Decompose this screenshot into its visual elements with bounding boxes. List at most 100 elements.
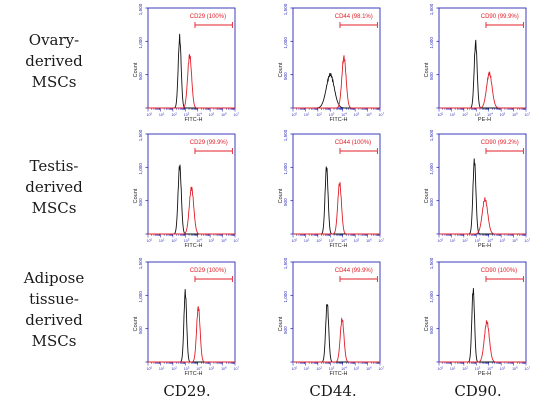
y-tick-label: 500: [429, 198, 434, 206]
x-tick-label: 104: [341, 365, 347, 371]
row-label-line: tissue-: [29, 290, 79, 308]
x-tick-label: 101: [304, 365, 310, 371]
x-tick-label: 102: [462, 237, 468, 243]
histogram-panel: 500 1,000 1,500 Count 100 101 102 103 104 105 106 1…: [424, 3, 531, 123]
x-tick-label: 107: [525, 237, 531, 243]
x-tick-label: 100: [292, 237, 298, 243]
x-tick-label: 100: [292, 111, 298, 117]
plot-frame: [292, 7, 381, 109]
row-label-line: Adipose: [23, 269, 85, 287]
y-tick-label: 500: [138, 326, 143, 334]
x-tick-label: 103: [475, 365, 481, 371]
x-tick-label: 104: [487, 365, 493, 371]
gate-label: CD90 (100%): [481, 268, 517, 274]
x-tick-label: 106: [366, 237, 372, 243]
x-tick-label: 105: [209, 365, 215, 371]
y-tick-label: 500: [283, 72, 288, 80]
x-tick-label: 101: [159, 111, 165, 117]
y-tick-label: 1,500: [429, 3, 434, 15]
x-axis-label: PE-H: [478, 243, 491, 249]
gate-label: CD29 (99.9%): [190, 140, 228, 146]
control-histogram: [293, 72, 380, 109]
control-histogram: [439, 158, 526, 235]
x-tick-label: 102: [462, 111, 468, 117]
control-histogram: [148, 164, 235, 235]
gate-label: CD44 (99.9%): [335, 268, 373, 274]
x-tick-label: 102: [171, 365, 177, 371]
x-tick-label: 105: [354, 237, 360, 243]
plot-frame: [438, 7, 527, 109]
row-label-line: Testis-: [29, 157, 79, 175]
y-axis-label: Count: [133, 316, 139, 331]
x-axis-label: FITC-H: [184, 117, 202, 123]
row-label-line: MSCs: [31, 73, 77, 91]
x-tick-label: 101: [159, 365, 165, 371]
marker-histogram: [439, 197, 526, 235]
histogram-panel: 500 1,000 1,500 Count 100 101 102 103 104 105 106 1…: [278, 129, 385, 249]
y-axis-label: Count: [424, 62, 430, 77]
y-axis-label: Count: [278, 188, 284, 203]
row-label-line: derived: [25, 311, 83, 329]
x-tick-label: 105: [500, 111, 506, 117]
x-tick-label: 101: [304, 237, 310, 243]
gate-label: CD44 (98.1%): [335, 14, 373, 20]
marker-histogram: [293, 55, 380, 109]
x-tick-label: 100: [147, 111, 153, 117]
y-tick-label: 500: [138, 198, 143, 206]
y-tick-label: 1,000: [429, 163, 434, 175]
y-axis-label: Count: [133, 62, 139, 77]
x-tick-label: 104: [341, 111, 347, 117]
y-tick-label: 1,000: [138, 163, 143, 175]
y-tick-label: 1,500: [283, 257, 288, 269]
x-tick-label: 103: [184, 365, 190, 371]
x-tick-label: 106: [512, 365, 518, 371]
x-tick-label: 105: [209, 111, 215, 117]
plot-frame: [292, 261, 381, 363]
x-tick-label: 100: [438, 111, 444, 117]
x-tick-label: 107: [234, 237, 240, 243]
y-tick-label: 1,500: [283, 129, 288, 141]
x-axis-label: PE-H: [478, 117, 491, 123]
row-label-line: Ovary-: [28, 31, 80, 49]
x-axis-label: FITC-H: [184, 371, 202, 377]
plot-frame: [147, 7, 236, 109]
x-tick-label: 107: [379, 237, 385, 243]
x-tick-label: 100: [438, 365, 444, 371]
x-tick-label: 104: [341, 237, 347, 243]
y-axis-label: Count: [133, 188, 139, 203]
x-tick-label: 103: [475, 111, 481, 117]
x-tick-label: 103: [329, 237, 335, 243]
y-axis-label: Count: [424, 316, 430, 331]
y-axis-label: Count: [278, 62, 284, 77]
x-tick-label: 107: [379, 365, 385, 371]
x-tick-label: 101: [450, 111, 456, 117]
marker-histogram: [439, 320, 526, 363]
y-tick-label: 1,000: [283, 291, 288, 303]
x-tick-label: 102: [171, 111, 177, 117]
x-tick-label: 107: [234, 365, 240, 371]
control-histogram: [439, 39, 526, 109]
y-axis-label: Count: [278, 316, 284, 331]
x-tick-label: 103: [184, 111, 190, 117]
x-axis-label: FITC-H: [184, 243, 202, 249]
y-tick-label: 1,000: [429, 37, 434, 49]
x-tick-label: 101: [450, 237, 456, 243]
y-tick-label: 1,000: [429, 291, 434, 303]
histogram-panel: 500 1,000 1,500 Count 100 101 102 103 104 105 106 1…: [133, 257, 240, 377]
x-tick-label: 104: [487, 111, 493, 117]
x-tick-label: 105: [500, 237, 506, 243]
row-label-line: MSCs: [31, 332, 77, 350]
y-tick-label: 500: [429, 72, 434, 80]
x-tick-label: 100: [147, 237, 153, 243]
x-axis-label: FITC-H: [329, 243, 347, 249]
x-tick-label: 105: [500, 365, 506, 371]
x-tick-label: 107: [525, 365, 531, 371]
control-histogram: [148, 289, 235, 363]
plot-frame: [438, 133, 527, 235]
x-tick-label: 106: [221, 365, 227, 371]
y-tick-label: 1,500: [138, 3, 143, 15]
y-tick-label: 500: [283, 326, 288, 334]
x-axis-label: FITC-H: [329, 117, 347, 123]
x-tick-label: 106: [221, 111, 227, 117]
y-tick-label: 1,000: [283, 37, 288, 49]
